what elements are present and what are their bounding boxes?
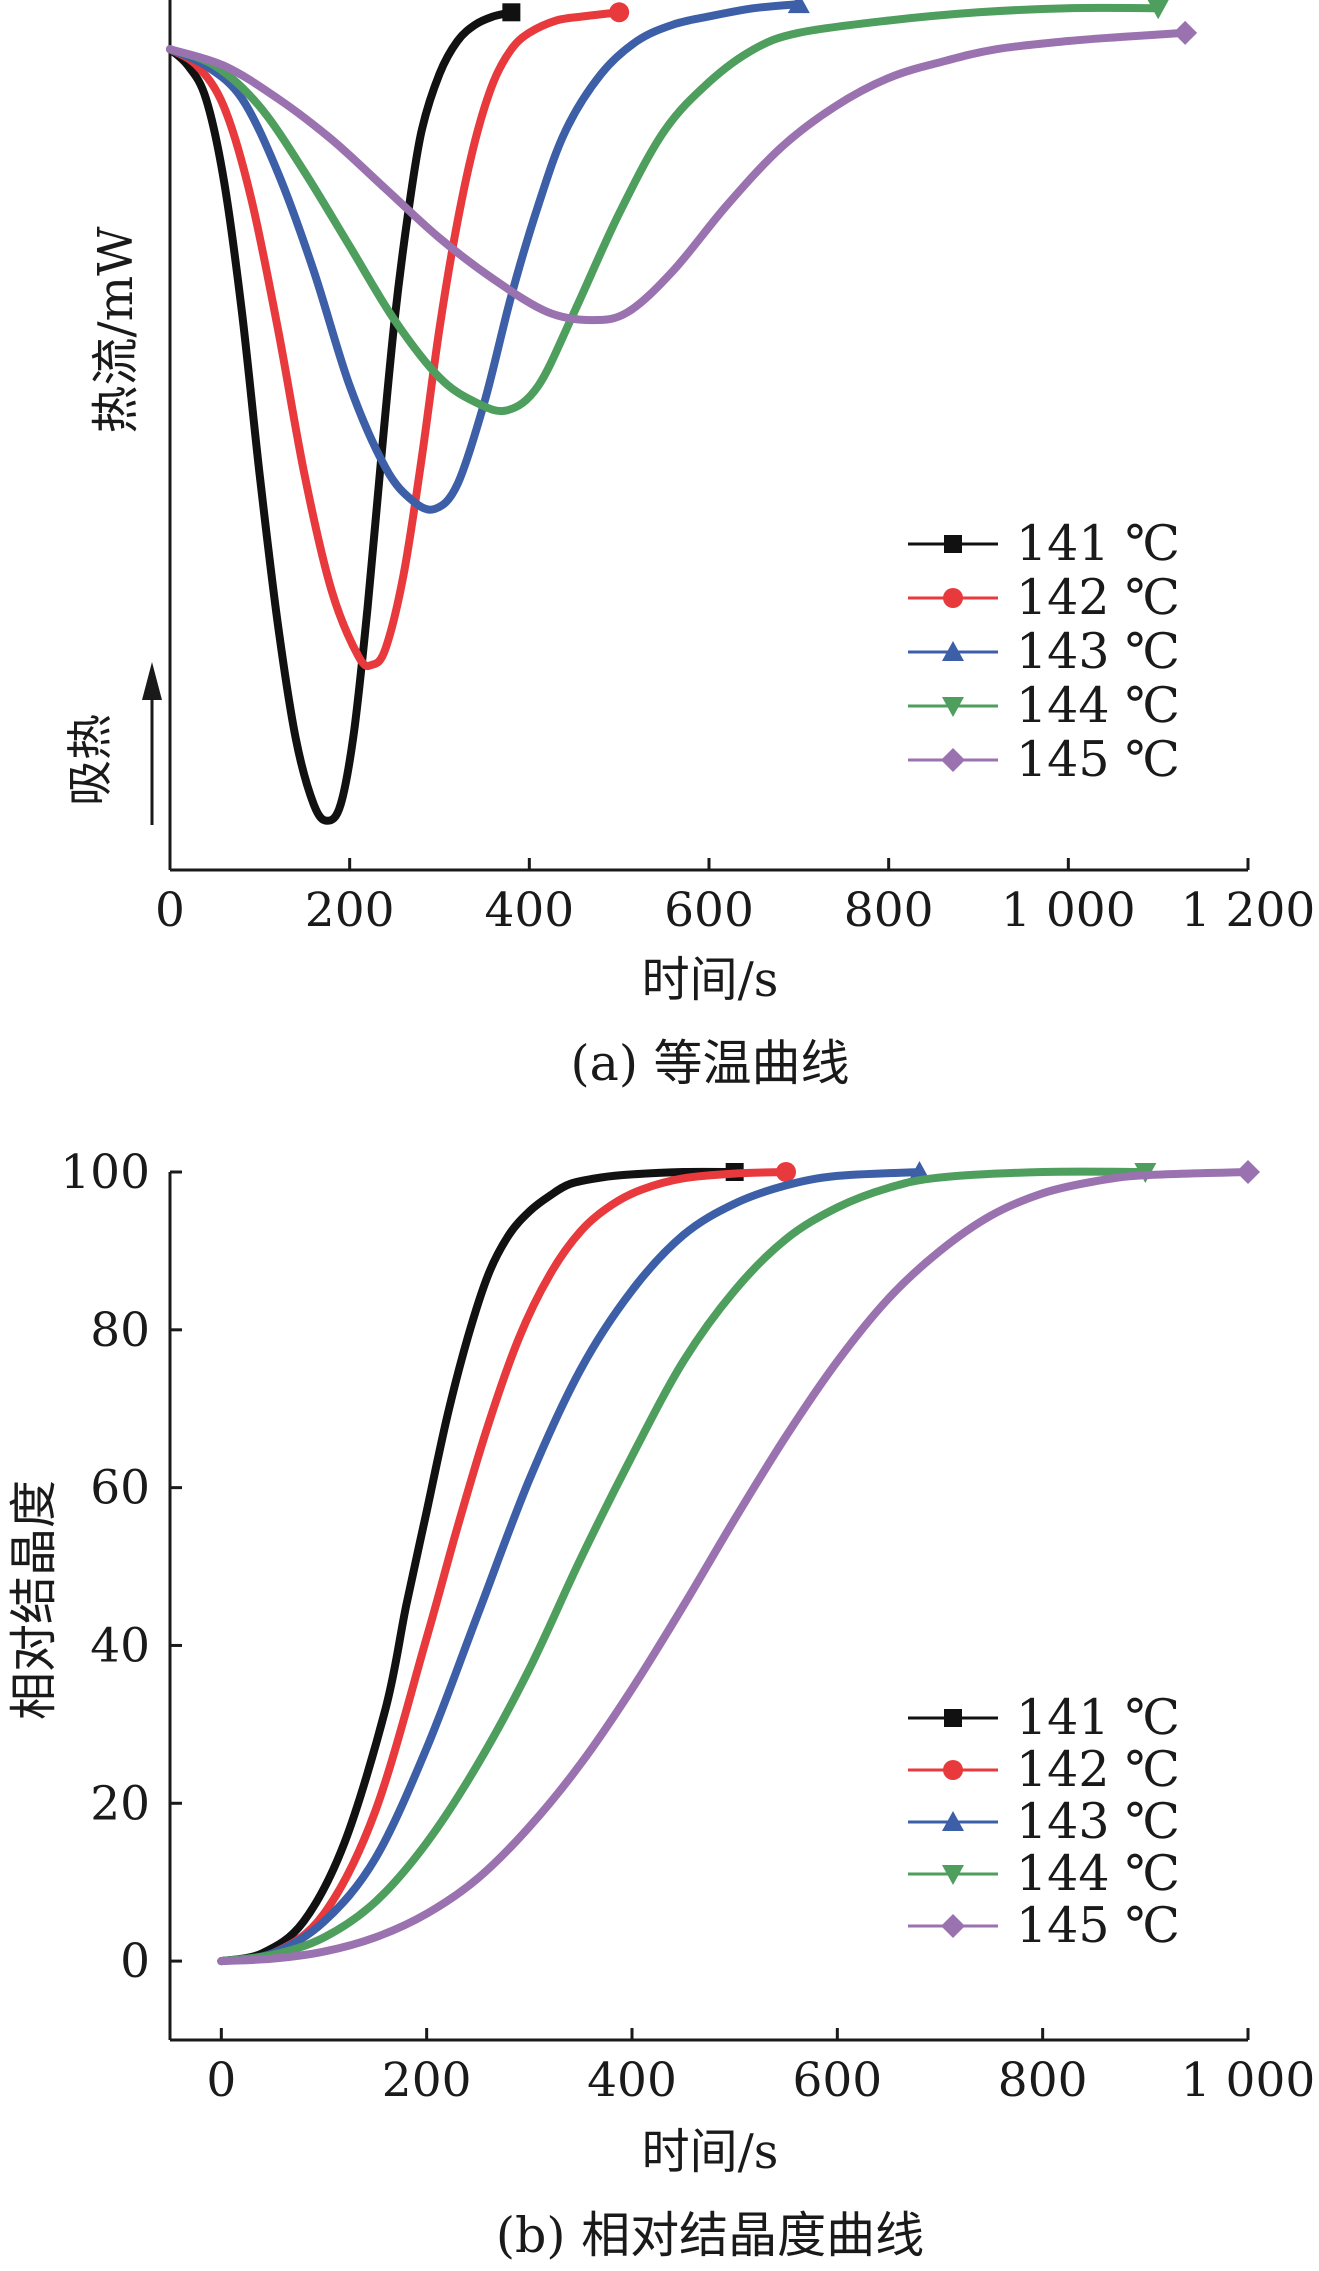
- x-axis-title-a: 时间/s: [642, 952, 779, 1008]
- y-tick-label: 60: [90, 1461, 150, 1516]
- series-end-marker-2: [787, 0, 810, 14]
- legend-label-1: 142 ℃: [1016, 1741, 1180, 1798]
- x-tick-label: 400: [587, 2053, 677, 2108]
- series-line-1: [217, 1168, 790, 1966]
- axes-b: 0 200 400 600 800 1 000 0 20 40 60 80 100: [60, 1145, 1315, 2108]
- legend-label-0: 141 ℃: [1016, 515, 1180, 572]
- legend-marker-3: [942, 697, 964, 717]
- legend-marker-3: [942, 1865, 964, 1885]
- endotherm-arrow-icon: [142, 662, 162, 825]
- legend-label-1: 142 ℃: [1016, 569, 1180, 626]
- legend-label-0: 141 ℃: [1016, 1689, 1180, 1746]
- legend-label-2: 143 ℃: [1016, 623, 1180, 680]
- x-tick-label: 600: [664, 883, 754, 938]
- legend-marker-0: [944, 535, 962, 553]
- y-tick-label: 100: [60, 1145, 150, 1200]
- endotherm-annotation: 吸热: [63, 714, 117, 806]
- legend-marker-1: [943, 588, 963, 608]
- series-line-0: [166, 8, 516, 825]
- curves-b: [217, 1160, 1260, 1966]
- y-axis-title-b: 相对结晶度: [6, 1480, 62, 1720]
- x-axis-title-b: 时间/s: [642, 2124, 779, 2180]
- relative-crystallinity-panel: 0 200 400 600 800 1 000 0 20 40 60 80 100 141 ℃142 …: [6, 1145, 1315, 2264]
- x-tick-label: 200: [382, 2053, 472, 2108]
- x-tick-label: 1 000: [1001, 883, 1136, 938]
- x-tick-label: 0: [155, 883, 185, 938]
- legend-marker-2: [942, 1811, 964, 1831]
- x-tick-label: 800: [998, 2053, 1088, 2108]
- legend-marker-0: [944, 1709, 962, 1727]
- series-end-marker-0: [502, 3, 521, 22]
- caption-b: (b) 相对结晶度曲线: [496, 2207, 924, 2264]
- series-end-marker-4: [1236, 1160, 1260, 1184]
- y-tick-label: 40: [90, 1618, 150, 1673]
- x-tick-label: 0: [206, 2053, 236, 2108]
- curves-a: [166, 0, 1198, 825]
- y-axis-title-a: 热流/mW: [88, 226, 144, 434]
- series-end-marker-1: [776, 1162, 796, 1182]
- y-tick-label: 80: [90, 1303, 150, 1358]
- series-line-3: [217, 1167, 1150, 1966]
- series-line-2: [166, 0, 803, 514]
- legend-label-2: 143 ℃: [1016, 1793, 1180, 1850]
- x-tick-label: 800: [844, 883, 934, 938]
- series-line-2: [217, 1168, 924, 1966]
- legend-marker-4: [941, 748, 965, 772]
- caption-a: (a) 等温曲线: [570, 1035, 849, 1092]
- x-tick-label: 400: [484, 883, 574, 938]
- legend-label-4: 145 ℃: [1016, 1897, 1180, 1954]
- series-line-4: [217, 1168, 1252, 1966]
- legend-label-4: 145 ℃: [1016, 731, 1180, 788]
- series-end-marker-4: [1173, 20, 1198, 45]
- x-tick-label: 1 000: [1181, 2053, 1316, 2108]
- x-tick-label: 600: [792, 2053, 882, 2108]
- legend-marker-2: [942, 641, 964, 661]
- x-tick-label: 1 200: [1181, 883, 1316, 938]
- legend-label-3: 144 ℃: [1016, 677, 1180, 734]
- y-tick-label: 20: [90, 1776, 150, 1831]
- series-end-marker-1: [609, 2, 630, 23]
- y-tick-label: 0: [120, 1934, 150, 1989]
- series-line-0: [217, 1167, 739, 1966]
- x-tick-label: 200: [305, 883, 395, 938]
- axes-a: 0 200 400 600 800 1 000 1 200: [155, 0, 1315, 938]
- series-end-marker-3: [1147, 0, 1169, 20]
- series-line-1: [166, 8, 624, 671]
- legend-marker-1: [943, 1760, 963, 1780]
- legend-label-3: 144 ℃: [1016, 1845, 1180, 1902]
- legend-marker-4: [941, 1914, 965, 1938]
- series-line-4: [166, 28, 1190, 325]
- series-line-3: [166, 3, 1163, 416]
